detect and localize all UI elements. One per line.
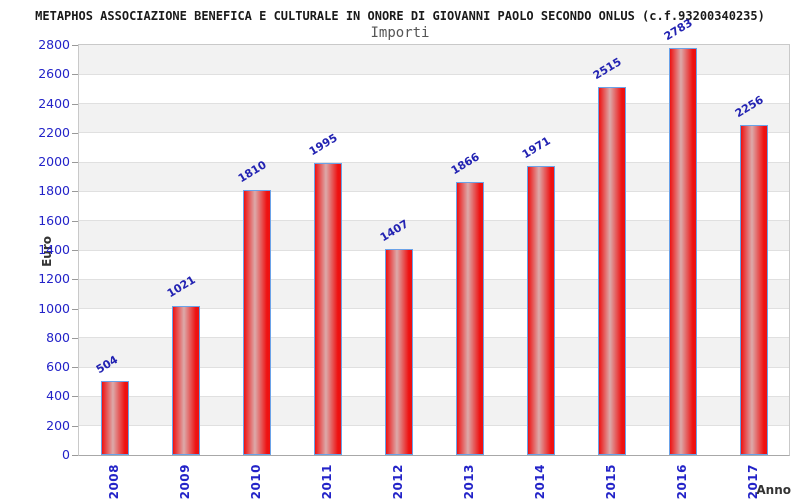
y-tick-label: 1000 xyxy=(38,300,70,316)
bar-2012 xyxy=(384,248,413,455)
y-tick-mark xyxy=(72,191,78,193)
gridline xyxy=(79,395,789,397)
y-tick-mark xyxy=(72,74,78,76)
y-tick-label: 1600 xyxy=(38,212,70,228)
y-tick-label: 800 xyxy=(46,329,70,345)
gridline xyxy=(79,337,789,339)
y-tick-mark xyxy=(72,132,78,134)
x-tick-label: 2013 xyxy=(461,464,476,500)
y-tick-label: 2600 xyxy=(38,66,70,82)
chart-title: METAPHOS ASSOCIAZIONE BENEFICA E CULTURA… xyxy=(35,9,765,23)
y-tick-label: 600 xyxy=(46,359,70,375)
x-axis-label: Anno xyxy=(756,483,791,497)
y-tick-mark xyxy=(72,45,78,46)
gridline xyxy=(79,425,789,427)
y-tick-label: 1400 xyxy=(38,242,70,257)
bar-2009 xyxy=(171,305,200,455)
bar-2015 xyxy=(597,86,626,455)
y-tick-label: 1800 xyxy=(38,183,70,199)
y-tick-label: 0 xyxy=(62,447,70,462)
y-tick-mark xyxy=(72,337,78,339)
x-tick-label: 2014 xyxy=(532,464,547,500)
plot-area: 504 1021 1810 1995 1407 1866 1971 2515 2783 2256 xyxy=(78,16,790,456)
y-tick-mark xyxy=(72,162,78,164)
x-tick-label: 2015 xyxy=(603,464,618,500)
y-tick-label: 2400 xyxy=(38,95,70,111)
x-tick-label: 2010 xyxy=(248,464,263,500)
gridline xyxy=(79,249,789,251)
y-tick-mark xyxy=(72,308,78,310)
gridline xyxy=(79,308,789,310)
gridline xyxy=(79,220,789,222)
bar-2008 xyxy=(100,381,129,455)
y-tick-label: 2800 xyxy=(38,37,70,52)
x-tick-label: 2012 xyxy=(390,464,405,500)
y-tick-mark xyxy=(72,103,78,105)
bar-2014 xyxy=(526,166,555,455)
chart-subtitle: Importi xyxy=(370,25,430,41)
bar-2011 xyxy=(313,162,342,455)
x-tick-label: 2011 xyxy=(319,464,334,500)
y-tick-label: 1200 xyxy=(38,271,70,287)
y-tick-label: 400 xyxy=(46,388,70,404)
y-tick-mark xyxy=(72,425,78,427)
y-tick-mark xyxy=(72,279,78,281)
x-tick-label: 2009 xyxy=(177,464,192,500)
gridline xyxy=(79,278,789,280)
gridline xyxy=(79,366,789,368)
bar-2017 xyxy=(739,124,768,455)
bar-2016 xyxy=(668,47,697,455)
x-tick-label: 2008 xyxy=(106,464,121,500)
y-tick-label: 200 xyxy=(46,417,70,433)
y-tick-mark xyxy=(72,220,78,222)
gridline xyxy=(79,73,789,75)
gridline xyxy=(79,103,789,105)
y-tick-label: 2000 xyxy=(38,154,70,170)
gridline xyxy=(79,161,789,163)
gridline xyxy=(79,190,789,192)
y-tick-label: 2200 xyxy=(38,124,70,140)
bar-2010 xyxy=(242,189,271,455)
y-tick-mark xyxy=(72,396,78,398)
x-tick-label: 2016 xyxy=(674,464,689,500)
y-tick-mark xyxy=(72,367,78,369)
y-tick-mark xyxy=(72,250,78,251)
bar-2013 xyxy=(455,181,484,455)
y-tick-mark xyxy=(72,455,78,456)
gridline xyxy=(79,132,789,134)
